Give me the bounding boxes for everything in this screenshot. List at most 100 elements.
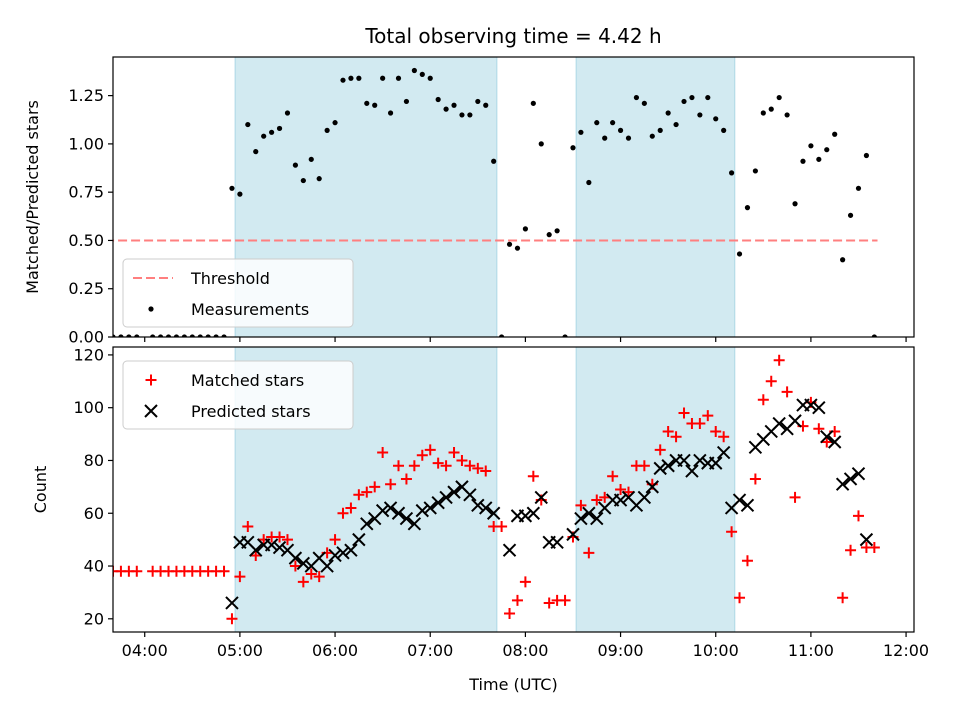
matched-star-point	[480, 465, 492, 477]
measurement-point	[713, 116, 719, 122]
predicted-star-point	[502, 543, 517, 557]
measurement-point	[792, 201, 798, 207]
measurement-point	[483, 102, 489, 108]
predicted-star-point	[225, 596, 239, 610]
axes-frame	[112, 56, 915, 338]
measurement-point	[165, 334, 172, 337]
measurement-point	[736, 251, 743, 257]
matched-star-point	[329, 534, 341, 546]
measurement-point	[673, 121, 679, 128]
measurement-point	[728, 170, 735, 176]
matched-star-point	[369, 481, 381, 493]
matched-star-point	[662, 425, 674, 437]
measurement-point	[617, 127, 624, 133]
measurement-point	[546, 232, 552, 238]
x-tick-label: 10:00	[693, 641, 739, 660]
measurement-point	[157, 334, 164, 337]
predicted-star-point	[566, 527, 580, 542]
measurement-point	[113, 334, 116, 337]
measurement-point	[522, 226, 528, 232]
predicted-star-point	[534, 490, 548, 505]
measurement-point	[435, 96, 441, 103]
measurement-point	[840, 257, 846, 263]
measurement-point	[451, 102, 457, 108]
measurement-point	[213, 334, 219, 337]
matched-star-point	[519, 576, 531, 588]
measurement-point	[562, 334, 568, 337]
panel-2: 20 40 60 80 100 120 04:00 05:00 06:00 07:00 08:00 0…	[31, 345, 929, 694]
y-tick-label: 1.25	[68, 86, 104, 105]
y-tick-label: 40	[84, 557, 104, 576]
legend: Matched stars Predicted stars	[122, 360, 354, 430]
matched-star-point	[416, 449, 428, 461]
measurement-point	[276, 125, 283, 132]
predicted-star-point	[399, 511, 414, 526]
y-tick-label: 0.00	[68, 328, 104, 347]
predicted-star-point	[709, 456, 723, 470]
predicted-star-point	[550, 535, 564, 549]
measurement-point	[189, 334, 195, 337]
predicted-star-point	[479, 501, 493, 515]
predicted-star-point	[463, 488, 477, 502]
predicted-star-point	[471, 498, 485, 513]
predicted-star-point	[391, 506, 406, 520]
matched-star-point	[337, 507, 349, 519]
matched-star-point	[242, 520, 254, 532]
measurement-point	[491, 158, 497, 164]
measurement-point	[348, 75, 354, 81]
predicted-star-point	[653, 461, 667, 476]
measurement-point	[855, 185, 862, 191]
measurement-point	[308, 156, 314, 162]
legend-label: Matched stars	[191, 371, 304, 390]
predicted-star-point	[423, 501, 437, 515]
measurement-point	[530, 100, 536, 106]
matched-star-point	[424, 444, 436, 456]
measurement-point	[221, 334, 227, 337]
chart-title: Total observing time = 4.42 h	[364, 24, 661, 48]
measurement-point	[514, 245, 521, 251]
x-tick-label: 11:00	[788, 641, 834, 660]
y-tick-label: 20	[84, 609, 104, 628]
measurement-point	[292, 162, 299, 168]
predicted-star-point	[415, 503, 430, 518]
matched-star-point	[226, 613, 238, 625]
measurement-point	[633, 94, 640, 101]
measurement-point	[364, 100, 370, 106]
y-tick-label: 120	[73, 345, 104, 364]
predicted-star-point	[685, 464, 699, 478]
predicted-star-point	[439, 490, 453, 505]
predicted-star-point	[431, 495, 445, 510]
legend-label: Predicted stars	[191, 402, 311, 421]
predicted-star-point	[582, 506, 596, 520]
legend-box	[122, 360, 354, 430]
predicted-star-point	[264, 538, 279, 552]
measurement-point	[586, 179, 592, 186]
matched-star-point	[504, 608, 516, 620]
measurement-point	[800, 158, 806, 164]
matched-star-point	[234, 571, 246, 583]
matched-star-point	[718, 431, 730, 443]
matched-star-point	[678, 407, 690, 419]
matched-star-point	[385, 478, 397, 490]
matched-star-point	[757, 394, 769, 406]
matched-star-point	[393, 460, 405, 472]
measurement-point	[760, 110, 766, 116]
measurement-point	[594, 120, 600, 126]
legend-box	[122, 258, 354, 328]
y-axis-label: Count	[31, 466, 50, 514]
measurement-point	[459, 112, 465, 118]
x-tick-label: 07:00	[407, 641, 453, 660]
matched-star-point	[773, 354, 785, 366]
measurement-point	[657, 127, 663, 133]
measurement-point	[808, 143, 814, 149]
predicted-star-point	[336, 546, 350, 560]
predicted-star-point	[835, 477, 850, 491]
x-axis-label: Time (UTC)	[468, 675, 557, 694]
shaded-interval	[575, 56, 736, 338]
predicted-star-point	[288, 551, 303, 565]
measurement-point	[380, 75, 386, 81]
y-tick-label: 80	[84, 451, 104, 470]
matched-star-point	[432, 457, 444, 469]
legend-predicted-swatch	[144, 404, 158, 418]
